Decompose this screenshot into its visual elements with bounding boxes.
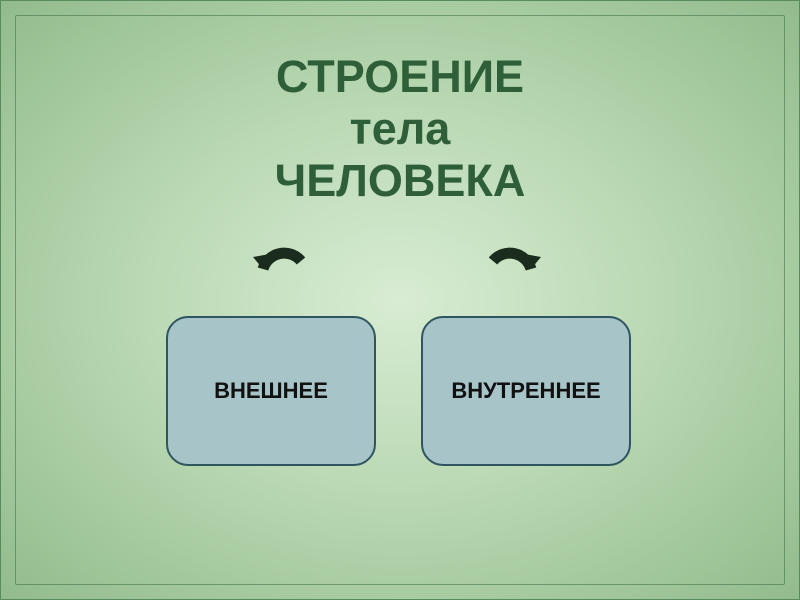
box-internal: ВНУТРЕННЕЕ [421,316,631,466]
title-line-1: СТРОЕНИЕ [1,51,799,103]
box-internal-label: ВНУТРЕННЕЕ [451,378,600,404]
title-line-3: ЧЕЛОВЕКА [1,155,799,207]
curved-arrow-right-icon [479,239,543,303]
diagram-title: СТРОЕНИЕ тела ЧЕЛОВЕКА [1,51,799,206]
box-external-label: ВНЕШНЕЕ [214,378,328,404]
slide: СТРОЕНИЕ тела ЧЕЛОВЕКА ВНЕШНЕЕ ВНУТРЕННЕ… [0,0,800,600]
curved-arrow-left-icon [251,239,315,303]
box-external: ВНЕШНЕЕ [166,316,376,466]
title-line-2: тела [1,103,799,155]
